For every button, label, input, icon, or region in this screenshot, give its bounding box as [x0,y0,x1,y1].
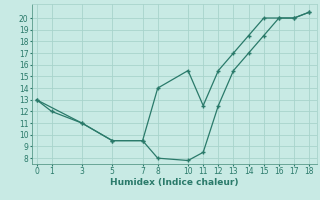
X-axis label: Humidex (Indice chaleur): Humidex (Indice chaleur) [110,178,239,187]
